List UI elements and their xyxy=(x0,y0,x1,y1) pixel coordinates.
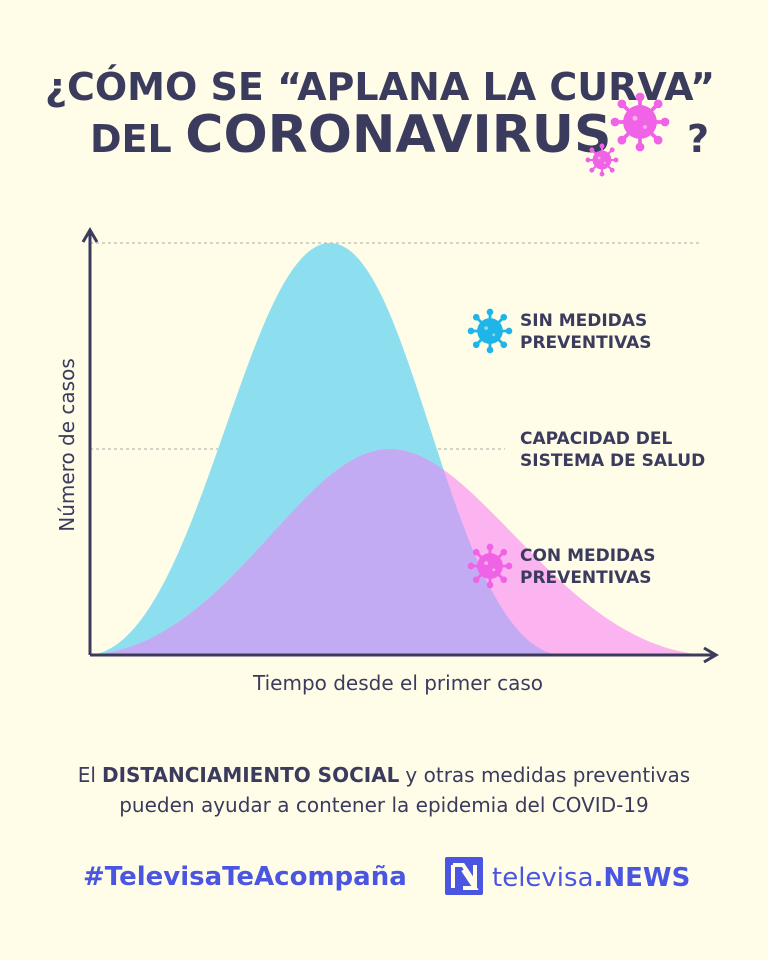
label-line: SISTEMA DE SALUD xyxy=(520,451,705,471)
brand-name: televisa xyxy=(492,863,594,893)
title-line2: DEL CORONAVIRUS ? xyxy=(90,105,709,165)
logo: televisa.NEWS xyxy=(445,857,690,895)
title-main: CORONAVIRUS xyxy=(185,105,611,165)
virus-icon xyxy=(466,542,514,590)
label-capacity: CAPACIDAD DEL SISTEMA DE SALUD xyxy=(520,429,705,471)
label-line: PREVENTIVAS xyxy=(520,333,651,353)
virus-icon xyxy=(584,142,620,178)
y-axis xyxy=(81,227,99,655)
caption-line2: pueden ayudar a contener la epidemia del… xyxy=(119,793,649,817)
title-prefix: DEL xyxy=(90,117,172,161)
x-axis xyxy=(90,646,719,664)
x-axis-label: Tiempo desde el primer caso xyxy=(252,671,543,695)
caption-part: El xyxy=(78,763,96,787)
label-measures: CON MEDIDAS PREVENTIVAS xyxy=(520,546,656,588)
label-line: SIN MEDIDAS xyxy=(520,311,647,331)
caption-bold: DISTANCIAMIENTO SOCIAL xyxy=(102,763,400,787)
virus-icon xyxy=(466,307,514,355)
label-line: CON MEDIDAS xyxy=(520,546,656,566)
caption-line1: El DISTANCIAMIENTO SOCIAL y otras medidas … xyxy=(78,763,690,787)
y-axis-label: Número de casos xyxy=(55,358,79,532)
title-line1: ¿CÓMO SE “APLANA LA CURVA” xyxy=(45,65,715,109)
title-suffix: ? xyxy=(687,117,709,161)
brand-suffix: .NEWS xyxy=(594,863,691,893)
hashtag: #TelevisaTeAcompaña xyxy=(83,862,407,892)
label-line: CAPACIDAD DEL xyxy=(520,429,673,449)
virus-icon xyxy=(609,91,671,153)
label-line: PREVENTIVAS xyxy=(520,568,651,588)
graph: Número de casos Tiempo desde el primer c… xyxy=(55,227,719,695)
brand: televisa.NEWS xyxy=(492,863,690,893)
label-no-measures: SIN MEDIDAS PREVENTIVAS xyxy=(520,311,651,353)
caption-part: y otras medidas preventivas xyxy=(405,763,690,787)
